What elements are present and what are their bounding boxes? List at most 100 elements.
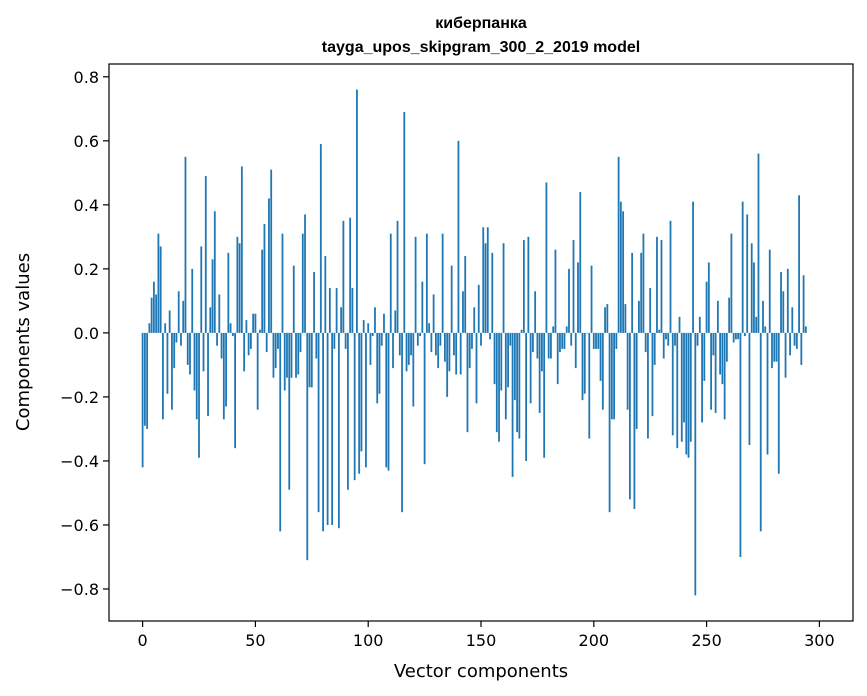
bar	[739, 332, 742, 557]
bar	[295, 332, 297, 378]
y-tick-label: 0.2	[74, 260, 99, 279]
bar	[247, 332, 250, 356]
bar	[256, 332, 259, 410]
bar	[227, 252, 230, 333]
bar	[538, 332, 541, 413]
bar	[755, 316, 758, 333]
bar	[186, 332, 189, 365]
bar	[662, 332, 665, 359]
x-tick-label: 100	[353, 631, 384, 650]
bar	[504, 332, 507, 420]
bar	[559, 332, 561, 353]
chart-subtitle: tayga_upos_skipgram_300_2_2019 model	[322, 39, 640, 56]
bar	[671, 332, 674, 436]
bar	[457, 140, 460, 333]
bar	[735, 332, 737, 340]
bar	[471, 332, 473, 349]
bar	[475, 332, 478, 404]
bar	[516, 332, 518, 433]
bar	[213, 211, 216, 333]
bar	[394, 310, 397, 333]
bar	[378, 332, 381, 394]
bar	[669, 220, 672, 333]
x-tick-label: 0	[138, 631, 148, 650]
bar	[270, 169, 273, 333]
bar	[238, 243, 241, 333]
bar	[450, 265, 453, 333]
bar	[148, 323, 151, 333]
bar	[383, 313, 385, 333]
bar	[531, 332, 534, 353]
bar	[676, 332, 679, 449]
bar	[703, 332, 706, 381]
bar	[254, 313, 257, 333]
bar	[786, 268, 789, 333]
y-tick-label: 0.6	[74, 132, 99, 151]
bar	[753, 262, 755, 333]
bar	[268, 198, 270, 333]
bar	[640, 252, 643, 333]
bar	[171, 332, 173, 410]
bar	[362, 320, 365, 333]
bar	[168, 310, 171, 333]
bar	[622, 211, 625, 333]
bar	[741, 201, 744, 333]
bar	[453, 332, 455, 356]
bar	[484, 243, 487, 333]
bar	[486, 227, 489, 333]
bar	[633, 332, 636, 509]
bar	[358, 332, 361, 474]
bar	[529, 332, 532, 404]
bar	[698, 316, 701, 333]
bar	[714, 332, 717, 413]
bar	[342, 220, 345, 333]
bar	[604, 307, 606, 333]
bar	[328, 288, 331, 333]
bar	[347, 332, 349, 490]
bar	[795, 332, 798, 349]
bar	[660, 240, 663, 333]
bar	[750, 243, 753, 333]
y-tick-label: −0.4	[60, 452, 99, 471]
bar	[710, 332, 712, 410]
bar	[191, 268, 194, 333]
bar	[464, 256, 467, 333]
bar	[541, 332, 543, 372]
bar	[389, 233, 392, 333]
bar	[565, 326, 568, 333]
bar	[441, 233, 444, 333]
bar	[430, 332, 433, 353]
bar	[166, 332, 169, 394]
bar	[737, 332, 740, 340]
bar	[414, 236, 417, 333]
bar	[638, 300, 640, 333]
bar	[678, 316, 681, 333]
y-tick-label: 0.0	[74, 324, 99, 343]
bar	[193, 332, 196, 391]
bar	[159, 246, 162, 333]
bar	[211, 259, 214, 333]
bar	[317, 332, 320, 513]
bar	[784, 332, 787, 378]
x-tick-label: 50	[245, 631, 265, 650]
bar	[489, 332, 491, 340]
bar	[716, 300, 719, 333]
bar	[802, 275, 805, 333]
bar	[692, 201, 694, 333]
bar	[642, 233, 645, 333]
bar	[764, 326, 767, 333]
bar	[689, 332, 692, 442]
bar	[491, 252, 494, 333]
bar	[146, 332, 149, 429]
bar	[511, 332, 514, 477]
bar	[249, 332, 252, 349]
bar	[680, 332, 683, 442]
bar	[437, 332, 440, 369]
bar	[581, 332, 584, 401]
y-tick-label: 0.4	[74, 196, 99, 215]
bar	[748, 332, 751, 445]
bar	[272, 332, 275, 378]
bar	[730, 233, 733, 333]
bar	[304, 214, 306, 333]
x-tick-label: 300	[804, 631, 835, 650]
